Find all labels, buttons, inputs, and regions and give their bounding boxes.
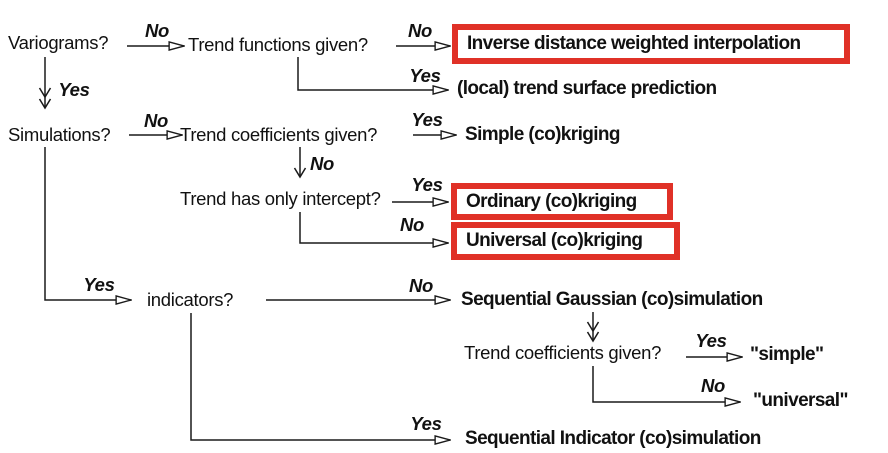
outcome-sequential-gaussian: Sequential Gaussian (co)simulation (461, 289, 763, 310)
branch-label-no: No (407, 20, 433, 41)
highlight-box-ordinary-cokriging: Ordinary (co)kriging (451, 183, 673, 220)
edge-intercept-no (299, 212, 448, 243)
branch-label-no: No (408, 275, 434, 296)
outcome-sequential-indicator: Sequential Indicator (co)simulation (465, 428, 761, 449)
branch-label-yes: Yes (411, 174, 443, 195)
highlight-box-idw: Inverse distance weighted interpolation (452, 24, 850, 64)
branch-label-yes: Yes (409, 65, 441, 86)
node-trend-has-only-intercept: Trend has only intercept? (180, 188, 381, 209)
node-trend-coefficients-given-2: Trend coefficients given? (464, 342, 662, 363)
branch-label-yes: Yes (695, 330, 727, 351)
node-trend-functions-given: Trend functions given? (188, 34, 368, 55)
branch-label-no: No (700, 375, 726, 396)
node-trend-coefficients-given: Trend coefficients given? (180, 124, 378, 145)
branch-label-yes: Yes (410, 413, 442, 434)
edge-trendcoeff2-no (592, 366, 740, 402)
branch-label-no: No (399, 214, 425, 235)
outcome-simple-cokriging: Simple (co)kriging (465, 124, 621, 145)
outcome-universal-quoted: "universal" (753, 390, 848, 411)
node-simulations: Simulations? (8, 124, 111, 145)
branch-label-yes: Yes (411, 109, 443, 130)
node-indicators: indicators? (147, 289, 234, 310)
branch-label-yes: Yes (58, 79, 90, 100)
branch-label-no: No (144, 20, 170, 41)
branch-label-no: No (309, 153, 335, 174)
node-variograms: Variograms? (8, 32, 109, 53)
branch-label-yes: Yes (83, 274, 115, 295)
outcome-simple-quoted: "simple" (750, 344, 824, 365)
outcome-local-trend-surface: (local) trend surface prediction (457, 78, 717, 99)
outcome-idw: Inverse distance weighted interpolation (467, 33, 801, 54)
edge-trendfunctions-yes (297, 57, 448, 90)
outcome-ordinary-cokriging: Ordinary (co)kriging (466, 190, 637, 212)
edge-simulations-yes (44, 147, 131, 300)
highlight-box-universal-cokriging: Universal (co)kriging (451, 222, 680, 260)
outcome-universal-cokriging: Universal (co)kriging (466, 230, 643, 251)
branch-label-no: No (143, 110, 169, 131)
edge-indicators-yes (190, 313, 450, 440)
